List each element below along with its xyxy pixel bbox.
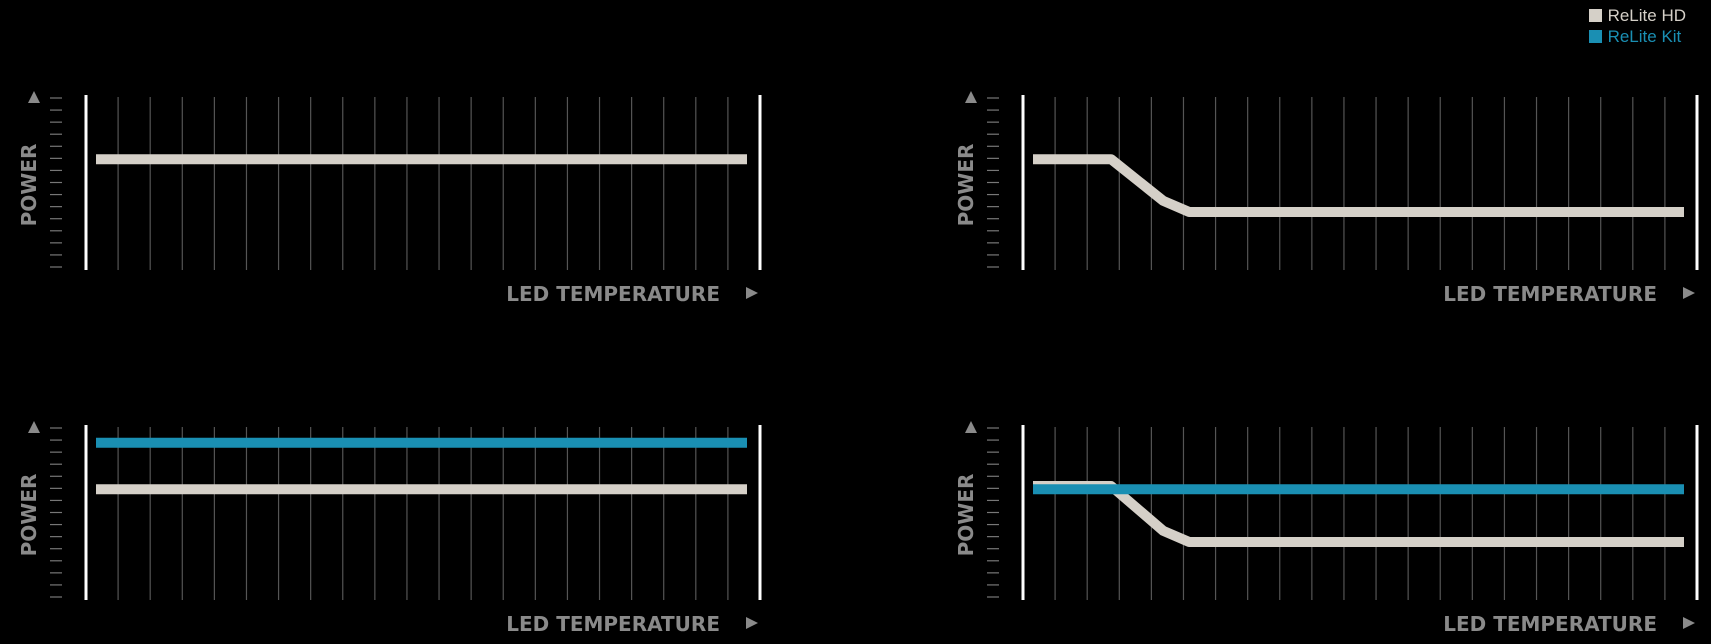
- legend: ReLite HD ReLite Kit: [1588, 5, 1686, 47]
- grid-lines: [117, 97, 729, 270]
- x-axis-arrow: [746, 617, 758, 629]
- legend-label-relite-kit: ReLite Kit: [1607, 27, 1682, 46]
- y-axis-label: POWER: [954, 474, 978, 557]
- legend-swatch-relite-kit: [1588, 30, 1602, 43]
- chart-svg: POWER LED TEMPERATURE: [954, 91, 1699, 306]
- legend-item-relite-kit: ReLite Kit: [1588, 26, 1686, 47]
- y-axis-arrow: [28, 421, 40, 433]
- y-axis-label: POWER: [17, 474, 41, 557]
- grid-lines: [1054, 427, 1666, 600]
- y-axis-arrow: [965, 91, 977, 103]
- chart-svg: POWER LED TEMPERATURE: [17, 91, 762, 306]
- chart-bottom-left: POWER LED TEMPERATURE: [10, 415, 770, 636]
- x-axis-label: LED TEMPERATURE: [506, 612, 720, 636]
- chart-top-left: POWER LED TEMPERATURE: [10, 85, 770, 306]
- y-axis-arrow: [965, 421, 977, 433]
- chart-svg: POWER LED TEMPERATURE: [954, 421, 1699, 636]
- y-ticks: [50, 97, 62, 268]
- legend-label-relite-hd: ReLite HD: [1607, 6, 1686, 25]
- x-axis-label: LED TEMPERATURE: [1443, 282, 1657, 306]
- legend-item-relite-hd: ReLite HD: [1588, 5, 1686, 26]
- y-axis-label: POWER: [17, 144, 41, 227]
- x-axis-arrow: [1683, 617, 1695, 629]
- series-line-relite-hd: [1033, 154, 1684, 217]
- y-ticks: [987, 97, 999, 268]
- grid-lines: [117, 427, 729, 600]
- y-axis-arrow: [28, 91, 40, 103]
- y-ticks: [987, 427, 999, 598]
- x-axis-label: LED TEMPERATURE: [1443, 612, 1657, 636]
- chart-top-right: POWER LED TEMPERATURE: [947, 85, 1707, 306]
- legend-swatch-relite-hd: [1588, 9, 1602, 22]
- x-axis-arrow: [746, 287, 758, 299]
- chart-svg: POWER LED TEMPERATURE: [17, 421, 762, 636]
- x-axis-label: LED TEMPERATURE: [506, 282, 720, 306]
- series-line-relite-hd: [1033, 481, 1684, 547]
- y-axis-label: POWER: [954, 144, 978, 227]
- y-ticks: [50, 427, 62, 598]
- x-axis-arrow: [1683, 287, 1695, 299]
- chart-bottom-right: POWER LED TEMPERATURE: [947, 415, 1707, 636]
- grid-lines: [1054, 97, 1666, 270]
